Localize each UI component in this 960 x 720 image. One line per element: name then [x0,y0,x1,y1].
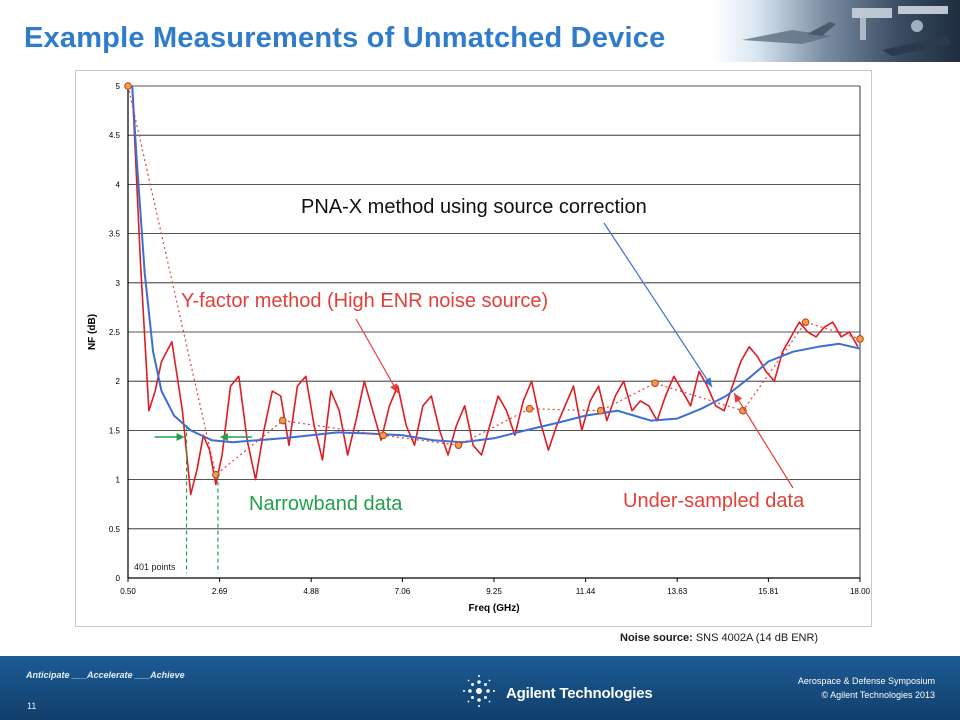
pna-callout-arrow-line [603,222,713,388]
y-tick-label: 2.5 [109,328,121,337]
event-name: Aerospace & Defense Symposium [797,676,935,686]
y-factor-annotation: Y-factor method (High ENR noise source) [181,290,549,312]
y-tick-label: 1 [116,476,121,485]
x-tick-label: 0.50 [120,587,136,596]
y-axis-title: NF (dB) [87,314,98,350]
narrowband-left-arrow-icon [176,433,185,441]
undersampled-point [454,441,463,449]
points-count-label: 401 points [134,562,176,572]
pna-method-annotation: PNA-X method using source correction [301,196,647,218]
x-tick-label: 18.00 [850,587,871,596]
x-tick-label: 7.06 [395,587,411,596]
noise-source-value: SNS 4002A (14 dB ENR) [695,632,819,644]
slide-title: Example Measurements of Unmatched Device [24,22,666,54]
undersampled-point [525,404,534,413]
nf-chart: 0 0.5 1 1.5 2 2.5 3 3.5 4 4.5 5 0.50 2.69 4.88 7.06 9.2… [87,82,871,614]
aircraft-satellite-montage-icon [742,6,952,56]
y-tick-label: 2 [116,377,121,386]
header-banner-image [712,0,960,62]
y-factor-callout-arrow-head-icon [390,383,398,393]
y-tick-label: 1.5 [109,426,121,435]
y-tick-label: 4 [116,180,121,189]
undersampled-callout-arrow-head-icon [734,393,743,403]
x-tick-label: 4.88 [303,587,319,596]
undersampled-point [379,431,387,440]
x-tick-label: 13.63 [667,587,688,596]
narrowband-annotation: Narrowband data [249,493,403,515]
undersampled-point [856,335,864,343]
undersampled-point [596,406,605,415]
chart-panel: 0 0.5 1 1.5 2 2.5 3 3.5 4 4.5 5 0.50 2.69 4.88 7.06 9.2… [75,70,872,627]
undersampled-annotation: Under-sampled data [623,490,805,512]
undersampled-point [801,318,810,326]
company-name: Agilent Technologies [506,685,653,702]
undersampled-point [651,379,659,387]
undersampled-point [124,82,132,90]
y-tick-label: 4.5 [109,131,121,140]
undersampled-callout-arrow-line [733,392,794,489]
undersampled-point [278,416,287,425]
noise-source-note: Noise source: SNS 4002A (14 dB ENR) [620,632,818,644]
y-tick-label: 0.5 [109,525,121,534]
pna-series-line [131,85,861,444]
y-tick-label: 3 [116,279,121,288]
y-tick-label: 3.5 [109,230,121,239]
footer-tagline: Anticipate ___Accelerate ___Achieve [26,670,185,680]
x-tick-label: 2.69 [212,587,228,596]
y-tick-label: 5 [116,82,121,91]
agilent-spark-logo-icon [463,675,495,707]
undersampled-series-line [127,85,861,476]
narrowband-right-arrow-icon [219,433,228,441]
x-tick-label: 9.25 [486,587,502,596]
y-factor-series-line [131,85,859,496]
pna-callout-arrow-head-icon [703,377,712,387]
x-axis-title: Freq (GHz) [468,603,519,614]
y-factor-callout-arrow-line [355,318,399,394]
x-tick-label: 15.81 [758,587,779,596]
x-tick-label: 11.44 [576,587,596,596]
footer-bar: Anticipate ___Accelerate ___Achieve 11 A… [0,656,960,720]
noise-source-label: Noise source: [620,632,693,644]
page-number: 11 [27,701,37,711]
copyright-text: © Agilent Technologies 2013 [821,690,935,700]
y-tick-label: 0 [116,574,121,583]
